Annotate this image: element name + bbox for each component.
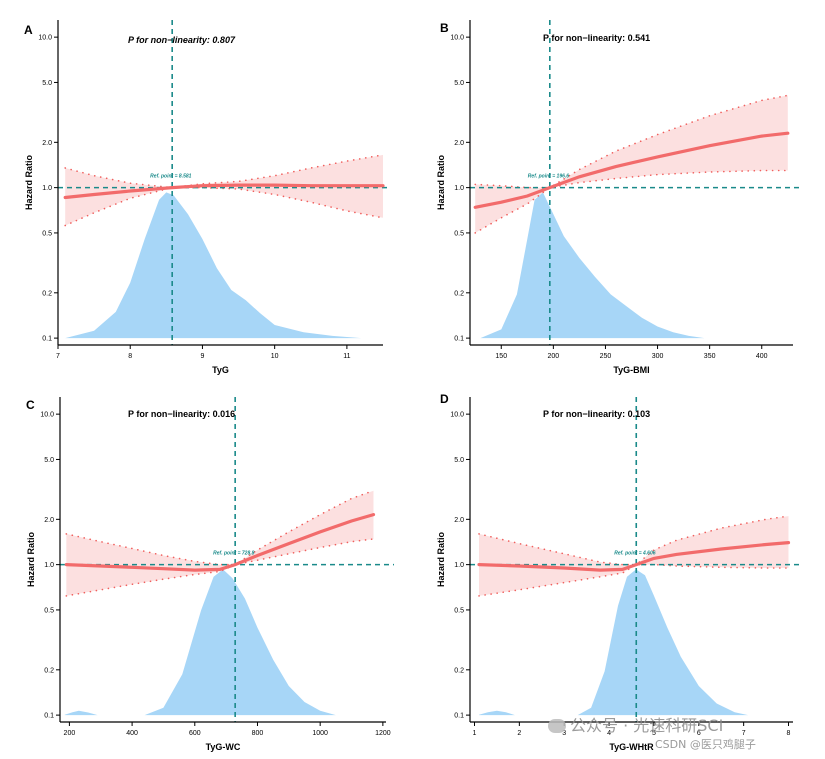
- x-tick-label: 400: [126, 730, 138, 737]
- x-tick-label: 1200: [375, 730, 391, 737]
- x-tick-label: 10: [271, 353, 279, 360]
- ci-band: [65, 154, 383, 226]
- panel-letter: C: [26, 398, 35, 412]
- x-axis-label: TyG-WHtR: [609, 742, 654, 752]
- y-tick-label: 0.5: [454, 230, 464, 237]
- y-tick-label: 5.0: [42, 80, 52, 87]
- ci-band: [66, 490, 374, 596]
- y-tick-label: 1.0: [454, 185, 464, 192]
- x-tick-label: 2: [517, 730, 521, 737]
- x-axis-label: TyG-WC: [206, 742, 241, 752]
- x-tick-label: 8: [787, 730, 791, 737]
- y-tick-label: 5.0: [44, 457, 54, 464]
- y-tick-label: 2.0: [454, 140, 464, 147]
- x-axis-label: TyG: [212, 365, 229, 375]
- density-area: [64, 569, 336, 716]
- y-axis-label: Hazard Ratio: [436, 154, 446, 210]
- hr-line: [64, 513, 376, 572]
- y-tick-label: 0.2: [454, 290, 464, 297]
- x-tick-label: 5: [652, 730, 656, 737]
- x-tick-label: 6: [697, 730, 701, 737]
- density-area: [65, 192, 362, 339]
- ci-upper-line: [65, 489, 375, 566]
- x-tick-label: 600: [189, 730, 201, 737]
- y-tick-label: 0.2: [42, 290, 52, 297]
- y-axis-label: Hazard Ratio: [24, 154, 34, 210]
- x-tick-label: 200: [548, 353, 560, 360]
- ci-band: [479, 516, 789, 596]
- y-tick-label: 0.2: [44, 667, 54, 674]
- panel-c: Ref. point = 728.8 0.1 0.2 0.5 1.0 2.0 5.0 10.0…: [26, 397, 394, 752]
- ref-point-label: Ref. point = 4.606: [614, 551, 655, 557]
- x-tick-label: 11: [343, 353, 350, 360]
- ref-point-label: Ref. point = 196.6: [528, 174, 569, 180]
- watermark-wechat: 公众号 · 光速科研SCI: [548, 712, 723, 736]
- x-tick-label: 800: [252, 730, 264, 737]
- x-tick-label: 8: [128, 353, 132, 360]
- hr-line: [63, 183, 385, 200]
- y-tick-label: 1.0: [44, 562, 54, 569]
- x-tick-label: 9: [200, 353, 204, 360]
- p-nonlinearity: P for non−linearity: 0.541: [543, 33, 650, 43]
- x-tick-label: 400: [756, 353, 768, 360]
- y-tick-label: 0.1: [454, 713, 464, 720]
- p-nonlinearity: P for non−linearity: 0.807: [128, 35, 236, 45]
- ref-point-label: Ref. point = 728.8: [213, 551, 254, 557]
- ci-lower-line: [474, 169, 789, 234]
- p-nonlinearity: P for non−linearity: 0.016: [128, 409, 235, 419]
- y-tick-label: 10.0: [38, 35, 52, 42]
- panel-letter: A: [24, 23, 33, 37]
- x-tick-label: 350: [704, 353, 716, 360]
- y-tick-label: 0.5: [42, 230, 52, 237]
- y-tick-label: 5.0: [454, 80, 464, 87]
- y-tick-label: 0.1: [44, 713, 54, 720]
- ci-upper-line: [64, 154, 384, 189]
- y-tick-label: 0.5: [454, 607, 464, 614]
- y-tick-label: 1.0: [42, 185, 52, 192]
- y-axis-label: Hazard Ratio: [26, 531, 36, 587]
- wechat-icon: [548, 719, 566, 733]
- hr-line: [477, 541, 791, 572]
- panel-letter: B: [440, 21, 449, 35]
- y-tick-label: 2.0: [42, 140, 52, 147]
- y-tick-label: 10.0: [40, 412, 54, 419]
- x-tick-label: 300: [652, 353, 664, 360]
- watermark-line1: 公众号 · 光速科研SCI: [570, 716, 724, 735]
- y-axis-label: Hazard Ratio: [436, 531, 446, 587]
- panel-a: Ref. point = 8.581 0.1 0.2 0.5 1.0 2.0 5.0 10.0…: [24, 20, 391, 375]
- y-tick-label: 2.0: [454, 517, 464, 524]
- x-tick-label: 1: [473, 730, 477, 737]
- x-tick-label: 1000: [312, 730, 328, 737]
- panel-d: Ref. point = 4.606 0.1 0.2 0.5 1.0 2.0 5.0 10.0…: [436, 392, 801, 752]
- x-axis-label: TyG-BMI: [613, 365, 649, 375]
- x-tick-label: 200: [64, 730, 76, 737]
- ref-point-label: Ref. point = 8.581: [150, 174, 191, 180]
- y-tick-label: 2.0: [44, 517, 54, 524]
- x-tick-label: 4: [607, 730, 611, 737]
- panel-letter: D: [440, 392, 449, 406]
- p-nonlinearity: P for non−linearity: 0.103: [543, 409, 650, 419]
- y-tick-label: 1.0: [454, 562, 464, 569]
- y-tick-label: 0.1: [454, 336, 464, 343]
- x-tick-label: 150: [495, 353, 507, 360]
- watermark-csdn: CSDN @医只鸡腿子: [655, 738, 756, 751]
- x-tick-label: 250: [600, 353, 612, 360]
- density-area: [480, 192, 705, 339]
- y-tick-label: 10.0: [450, 35, 464, 42]
- y-tick-label: 10.0: [450, 412, 464, 419]
- density-area: [478, 569, 749, 716]
- y-tick-label: 0.2: [454, 667, 464, 674]
- y-tick-label: 5.0: [454, 457, 464, 464]
- hr-line: [473, 131, 790, 209]
- x-tick-label: 3: [562, 730, 566, 737]
- y-tick-label: 0.5: [44, 607, 54, 614]
- x-tick-label: 7: [56, 353, 60, 360]
- y-tick-label: 0.1: [42, 336, 52, 343]
- panel-b: Ref. point = 196.6 0.1 0.2 0.5 1.0 2.0 5.0 10.0…: [436, 20, 801, 375]
- x-tick-label: 7: [742, 730, 746, 737]
